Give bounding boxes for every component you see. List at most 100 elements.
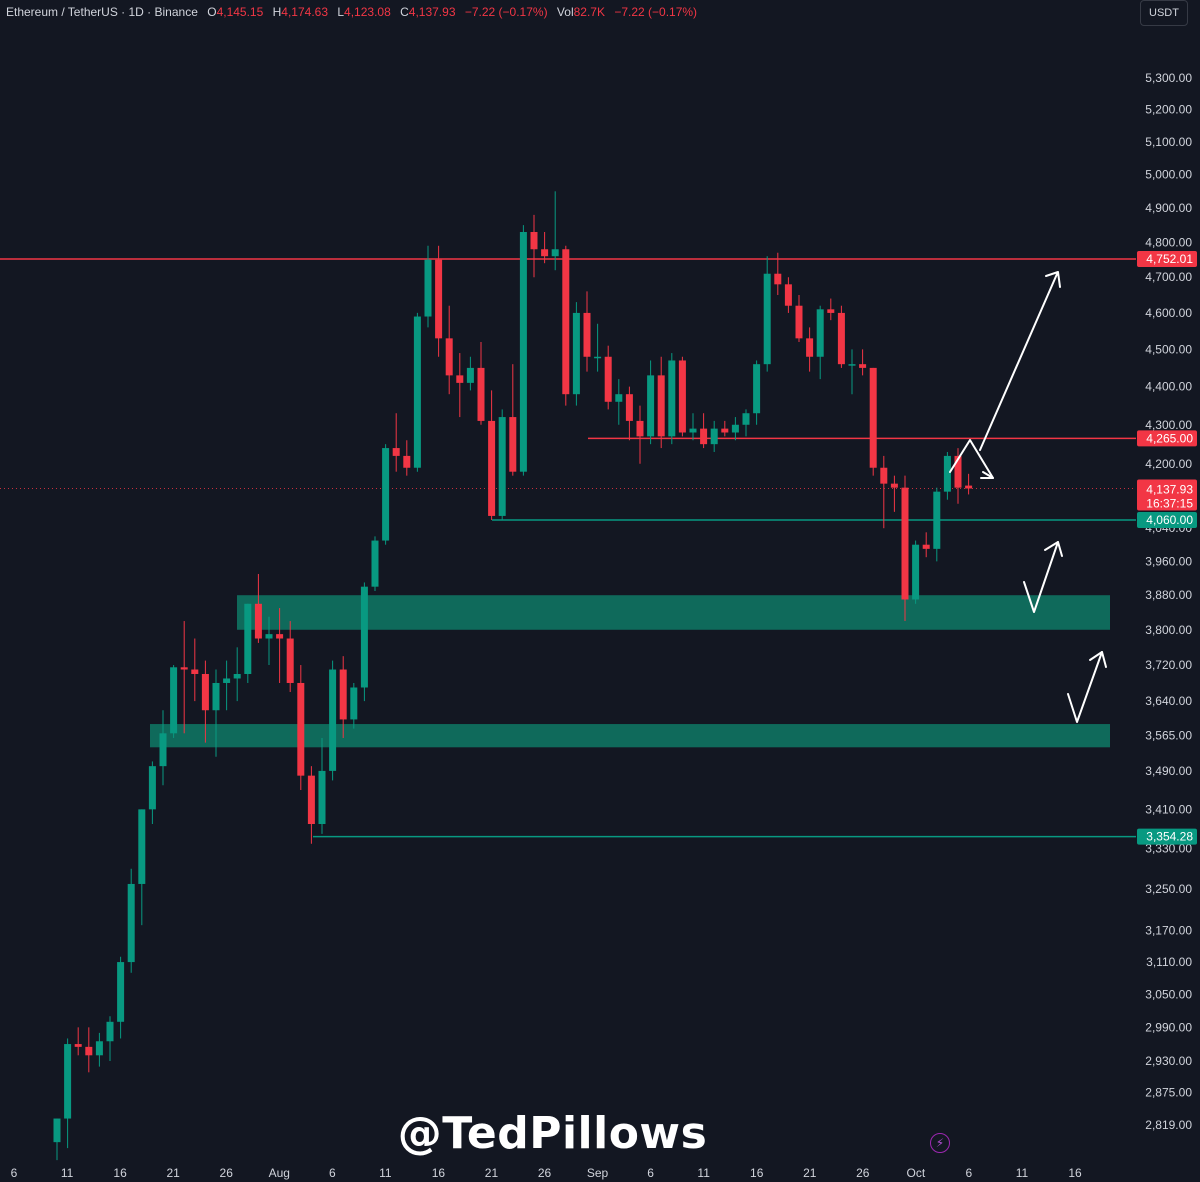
x-axis-tick-label: Aug	[269, 1166, 290, 1180]
candle	[201, 660, 209, 743]
candle	[731, 417, 739, 441]
candle-countdown: 16:37:15	[1146, 496, 1193, 510]
candle-body	[74, 1044, 82, 1047]
candle-body	[392, 448, 400, 456]
candle	[254, 573, 262, 643]
candle	[678, 356, 686, 437]
support-price-tag-box	[1137, 512, 1197, 529]
support-price-tag-box	[1137, 828, 1197, 845]
candle	[382, 444, 390, 545]
candle	[583, 291, 591, 372]
candle-body	[127, 883, 135, 963]
candle-body	[572, 312, 580, 395]
y-axis-tick-label: 3,490.00	[1145, 764, 1192, 778]
candle	[710, 420, 718, 452]
bounce-arrow-upper	[1023, 541, 1059, 613]
candle	[223, 660, 231, 711]
x-axis-tick-label: 16	[750, 1166, 764, 1180]
candle	[350, 682, 358, 729]
candle-body	[466, 367, 474, 383]
candle-body	[244, 603, 252, 674]
candle	[742, 409, 750, 437]
candle-body	[912, 544, 920, 600]
candle-body	[583, 312, 591, 357]
y-axis-tick-label: 4,500.00	[1145, 342, 1192, 356]
candle-body	[159, 733, 167, 767]
candle	[604, 345, 612, 410]
y-axis-tick-label: 5,000.00	[1145, 168, 1192, 182]
candle	[933, 487, 941, 562]
breakout-arrow	[979, 273, 1058, 451]
candle	[148, 761, 156, 825]
candle-body	[890, 483, 898, 488]
candle	[191, 638, 199, 702]
candle-body	[106, 1021, 114, 1042]
close-label: C	[400, 5, 409, 19]
candle	[657, 356, 665, 449]
y-axis-tick-label: 3,800.00	[1145, 623, 1192, 637]
candle-body	[382, 448, 390, 541]
candle-body	[625, 394, 633, 421]
candle-body	[901, 487, 909, 600]
x-axis-tick-label: 11	[379, 1166, 392, 1180]
x-axis-tick-label: 11	[697, 1166, 710, 1180]
candle	[498, 409, 506, 521]
candle-body	[95, 1041, 103, 1056]
candle	[297, 665, 305, 791]
support-zone	[150, 724, 1110, 748]
candle	[572, 302, 580, 406]
y-axis-tick-label: 3,330.00	[1145, 842, 1192, 856]
y-axis-tick-label: 3,410.00	[1145, 802, 1192, 816]
candle	[562, 245, 570, 406]
candle-body	[212, 682, 220, 711]
resistance-price-tag-box	[1137, 430, 1197, 447]
candle-body	[509, 417, 517, 472]
candle	[170, 665, 178, 738]
x-axis-tick-label: Oct	[907, 1166, 926, 1180]
candle	[795, 294, 803, 343]
candle-body	[922, 544, 930, 549]
candle-body	[816, 309, 824, 357]
y-axis-tick-label: 4,900.00	[1145, 201, 1192, 215]
candle	[180, 621, 188, 734]
candle	[668, 353, 676, 445]
candle-body	[668, 360, 676, 437]
candle	[922, 532, 930, 558]
y-axis-tick-label: 3,960.00	[1145, 554, 1192, 568]
candle-body	[954, 455, 962, 488]
candle-body	[148, 766, 156, 810]
resistance-price-tag-box	[1137, 250, 1197, 267]
rejection-arrowhead	[980, 471, 994, 479]
candle-body	[551, 249, 559, 257]
candle	[530, 214, 538, 278]
symbol-header: Ethereum / TetherUS · 1D · Binance O4,14…	[6, 4, 703, 20]
candle	[477, 342, 485, 425]
candle	[890, 475, 898, 512]
candle	[869, 367, 877, 476]
candle	[371, 536, 379, 591]
symbol-title[interactable]: Ethereum / TetherUS · 1D · Binance	[6, 5, 198, 19]
candle-body	[53, 1118, 61, 1143]
candle-body	[700, 428, 708, 445]
candle-body	[657, 375, 665, 437]
x-axis-tick-label: 11	[61, 1166, 74, 1180]
candle	[488, 390, 496, 521]
lightning-bolt-icon[interactable]: ⚡	[930, 1133, 950, 1153]
candle	[636, 405, 644, 464]
candle	[265, 616, 273, 666]
x-axis-tick-label: 6	[11, 1166, 18, 1180]
x-axis-tick-label: 26	[538, 1166, 552, 1180]
low-label: L	[337, 5, 345, 19]
candle	[466, 356, 474, 391]
candle-body	[265, 634, 273, 639]
open-value: 4,145.15	[216, 5, 264, 19]
volume-change-value: −7.22 (−0.17%)	[614, 5, 698, 19]
currency-selector[interactable]: USDT	[1140, 0, 1188, 26]
candle-body	[869, 367, 877, 468]
y-axis-tick-label: 3,170.00	[1145, 923, 1192, 937]
candle-body	[371, 540, 379, 587]
candle	[456, 353, 464, 418]
candle	[435, 245, 443, 357]
